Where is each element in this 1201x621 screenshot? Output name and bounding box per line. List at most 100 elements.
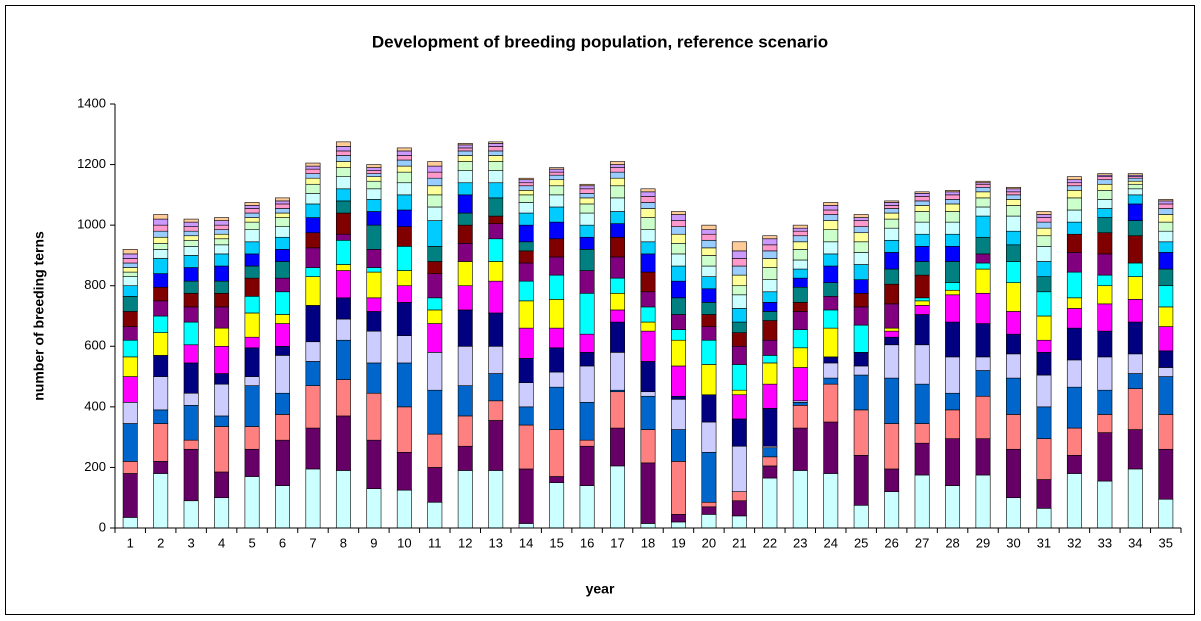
- bar-segment: [244, 312, 260, 338]
- bar-segment: [640, 306, 656, 323]
- bar-segment: [122, 249, 138, 255]
- bar-segment: [275, 197, 290, 202]
- bar-segment: [335, 379, 351, 417]
- bar-segment: [914, 344, 930, 385]
- bar-segment: [731, 274, 747, 287]
- bar-segment: [275, 217, 290, 227]
- bar-segment: [122, 262, 138, 268]
- bar-segment: [275, 439, 290, 486]
- x-tick-label: 1: [127, 535, 134, 550]
- bar-segment: [335, 212, 351, 235]
- bar-segment: [153, 473, 169, 529]
- bar-segment: [792, 277, 808, 288]
- bar-segment: [183, 230, 199, 237]
- bar-segment: [914, 300, 930, 306]
- bar-segment: [884, 202, 900, 206]
- bar-segment: [396, 182, 412, 196]
- bar-segment: [884, 283, 900, 305]
- bar-segment: [792, 230, 808, 237]
- bar-segment: [366, 188, 382, 200]
- bar-segment: [975, 180, 991, 184]
- bar-segment: [549, 238, 565, 258]
- bar-segment: [1066, 473, 1082, 529]
- bar-segment: [366, 164, 382, 168]
- bar-segment: [122, 423, 138, 462]
- bar-segment: [762, 291, 778, 303]
- bar-segment: [945, 199, 961, 205]
- chart-frame: [5, 5, 1195, 615]
- bar-segment: [457, 243, 473, 262]
- bar-segment: [518, 185, 534, 191]
- bar-segment: [610, 161, 626, 165]
- bar-segment: [823, 362, 839, 379]
- y-tick-label: 400: [84, 398, 106, 413]
- bar-segment: [1036, 508, 1052, 529]
- bar-segment: [518, 250, 534, 264]
- bar-segment: [244, 205, 260, 209]
- bar-segment: [640, 202, 656, 209]
- bar-segment: [457, 147, 473, 152]
- bar-segment: [914, 474, 930, 529]
- bar-segment: [518, 280, 534, 302]
- bar-segment: [488, 223, 504, 240]
- bar-segment: [427, 467, 443, 503]
- bar-segment: [945, 194, 961, 200]
- bar-segment: [244, 265, 260, 279]
- bar-segment: [305, 203, 321, 218]
- bar-segment: [457, 224, 473, 244]
- bar-segment: [1158, 208, 1174, 215]
- bar-segment: [670, 253, 686, 267]
- bar-segment: [1097, 285, 1113, 305]
- bar-segment: [518, 382, 534, 408]
- bar-segment: [518, 202, 534, 214]
- bar-segment: [366, 180, 382, 190]
- bar-segment: [244, 221, 260, 230]
- bar-segment: [975, 183, 991, 188]
- bar-segment: [610, 223, 626, 238]
- bar-segment: [640, 191, 656, 197]
- bar-segment: [853, 409, 869, 456]
- bar-segment: [610, 391, 626, 429]
- bar-segment: [366, 224, 382, 250]
- bar-segment: [762, 302, 778, 312]
- bar-segment: [579, 270, 595, 294]
- bar-segment: [914, 193, 930, 197]
- bar-segment: [518, 358, 534, 383]
- bar-segment: [1097, 356, 1113, 391]
- bar-segment: [183, 218, 199, 223]
- bar-segment: [1158, 448, 1174, 500]
- bar-segment: [1127, 299, 1143, 323]
- bar-segment: [792, 249, 808, 261]
- bar-segment: [1127, 235, 1143, 264]
- bar-segment: [518, 182, 534, 187]
- bar-segment: [701, 501, 717, 508]
- bar-segment: [1066, 359, 1082, 388]
- bar-segment: [488, 182, 504, 199]
- bar-segment: [731, 418, 747, 447]
- bar-segment: [731, 332, 747, 347]
- bar-segment: [853, 226, 869, 234]
- bar-segment: [1158, 285, 1174, 308]
- bar-segment: [823, 377, 839, 385]
- bar-segment: [335, 470, 351, 529]
- bar-segment: [731, 308, 747, 323]
- bar-segment: [579, 203, 595, 214]
- bar-segment: [853, 217, 869, 221]
- x-tick-label: 5: [248, 535, 255, 550]
- bar-segment: [884, 252, 900, 270]
- bar-segment: [366, 362, 382, 394]
- bar-segment: [335, 155, 351, 162]
- bar-segment: [427, 161, 443, 167]
- bar-segment: [610, 171, 626, 179]
- bar-segment: [670, 243, 686, 255]
- x-tick-label: 35: [1159, 535, 1173, 550]
- bar-segment: [853, 365, 869, 376]
- bar-segment: [975, 356, 991, 371]
- bar-segment: [1097, 217, 1113, 234]
- bar-segment: [762, 339, 778, 356]
- bar-segment: [549, 327, 565, 349]
- x-tick-label: 2: [157, 535, 164, 550]
- bar-segment: [305, 385, 321, 429]
- bar-segment: [731, 500, 747, 517]
- bar-segment: [579, 485, 595, 529]
